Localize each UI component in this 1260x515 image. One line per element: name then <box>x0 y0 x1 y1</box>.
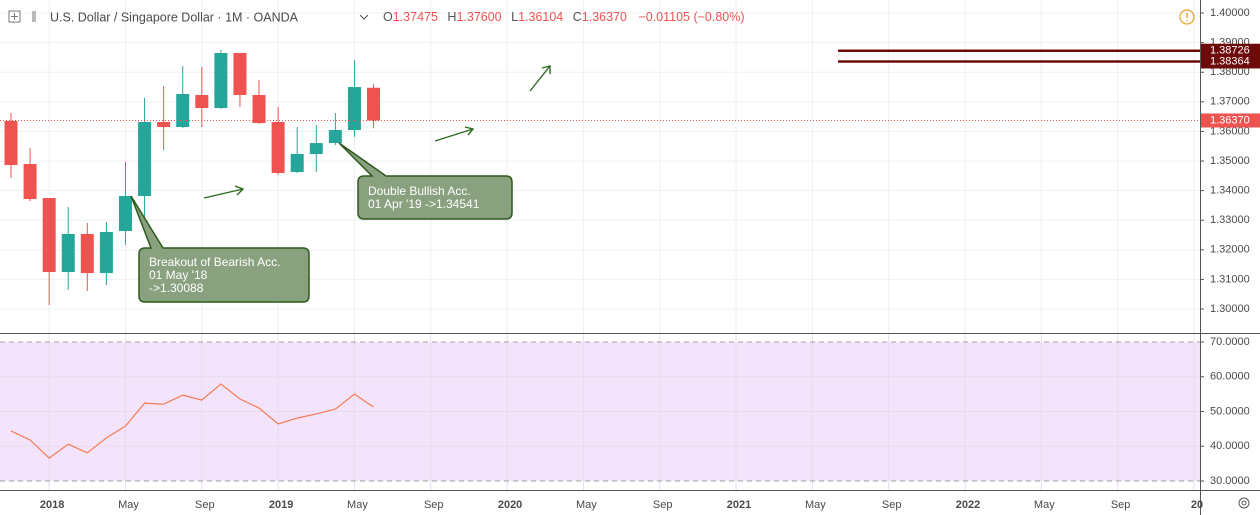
x-tick-label: 2021 <box>727 499 751 511</box>
symbol-title[interactable]: U.S. Dollar / Singapore Dollar · 1M · OA… <box>50 10 299 24</box>
candle-body <box>347 87 361 131</box>
y-tick-label: 40.0000 <box>1210 440 1250 452</box>
candle-body <box>176 94 190 128</box>
price-label: 1.36370 <box>1210 114 1250 126</box>
y-tick-label: 60.0000 <box>1210 371 1250 383</box>
y-tick-label: 1.34000 <box>1210 185 1250 197</box>
indicator-line <box>10 383 374 459</box>
x-tick-label: Sep <box>653 499 673 511</box>
x-tick-label: Sep <box>882 499 902 511</box>
y-tick-label: 1.35000 <box>1210 155 1250 167</box>
ohlc-values: O1.37475 H1.37600 L1.36104 C1.36370 −0.0… <box>383 10 745 24</box>
callout-box[interactable] <box>130 195 310 303</box>
candle-body <box>233 53 247 96</box>
x-tick-label: May <box>347 499 368 511</box>
x-tick-label: Sep <box>195 499 215 511</box>
level-label-box <box>1201 54 1260 69</box>
candle-body <box>80 234 94 274</box>
grid-layer <box>0 0 1200 490</box>
candle-body <box>252 95 266 124</box>
drag-handle[interactable] <box>32 11 36 22</box>
level-label-box <box>1201 43 1260 58</box>
candle-body <box>42 198 56 273</box>
callout-text: Breakout of Bearish Acc. <box>149 255 280 269</box>
dropdown-icon[interactable] <box>359 14 369 20</box>
ohlc-change: −0.01105 (−0.80%) <box>638 10 744 24</box>
x-tick-label: Sep <box>1111 499 1131 511</box>
callout-text: Double Bullish Acc. <box>368 184 471 198</box>
candle-body <box>290 154 304 173</box>
callout-text: ->1.30088 <box>149 281 204 295</box>
y-tick-label: 30.0000 <box>1210 475 1250 487</box>
data-layer <box>0 49 1200 459</box>
y-tick-label: 1.30000 <box>1210 303 1250 315</box>
candle-body <box>4 121 18 166</box>
candle-body <box>367 87 381 121</box>
candle-body <box>271 122 285 174</box>
callout-text: 01 Apr '19 ->1.34541 <box>368 197 480 211</box>
x-tick-label: May <box>118 499 139 511</box>
ohlc-value: 1.36104 <box>518 10 563 24</box>
y-tick-label: 70.0000 <box>1210 336 1250 348</box>
y-tick-label: 1.38000 <box>1210 66 1250 78</box>
x-tick-label: May <box>576 499 597 511</box>
candle-body <box>99 232 113 274</box>
x-tick-label: May <box>805 499 826 511</box>
x-tick-label: 20 <box>1191 499 1203 511</box>
x-tick-label: 2018 <box>40 499 64 511</box>
candle-body <box>328 130 342 144</box>
candle-body <box>309 143 323 155</box>
x-tick-label: Sep <box>424 499 444 511</box>
callout-text: 01 May '18 <box>149 268 208 282</box>
candle-body <box>118 196 132 232</box>
y-tick-label: 1.37000 <box>1210 96 1250 108</box>
y-tick-label: 1.40000 <box>1210 7 1250 19</box>
ohlc-value: 1.37475 <box>393 10 438 24</box>
candle-body <box>23 164 37 200</box>
ohlc-label: L <box>511 10 518 24</box>
alert-icon[interactable] <box>1179 9 1195 25</box>
x-tick-label: 2019 <box>269 499 293 511</box>
candle-body <box>61 234 75 273</box>
y-tick-label: 1.31000 <box>1210 273 1250 285</box>
ohlc-value: 1.36370 <box>582 10 627 24</box>
arrow <box>434 126 475 142</box>
level-label: 1.38726 <box>1210 45 1250 57</box>
y-tick-label: 1.32000 <box>1210 244 1250 256</box>
arrows <box>203 65 551 199</box>
ohlc-label: C <box>573 10 582 24</box>
x-tick-label: 2020 <box>498 499 522 511</box>
arrow <box>529 65 551 92</box>
ohlc-value: 1.37600 <box>456 10 501 24</box>
callout-box[interactable] <box>338 142 513 220</box>
level-label: 1.38364 <box>1210 55 1250 67</box>
settings-icon[interactable] <box>1238 497 1250 509</box>
arrow <box>203 185 245 199</box>
x-tick-label: May <box>1034 499 1055 511</box>
ohlc-label: O <box>383 10 393 24</box>
y-tick-label: 1.33000 <box>1210 214 1250 226</box>
candle-body <box>195 95 209 109</box>
y-tick-label: 1.36000 <box>1210 125 1250 137</box>
price-label-box <box>1201 113 1260 128</box>
ohlc-label: H <box>447 10 456 24</box>
candle-body <box>157 122 171 128</box>
y-tick-label: 50.0000 <box>1210 405 1250 417</box>
collapse-icon[interactable] <box>8 10 21 23</box>
x-tick-label: 2022 <box>956 499 980 511</box>
candle-body <box>214 53 228 109</box>
collapse-icon <box>11 13 18 20</box>
candle-body <box>138 122 152 197</box>
